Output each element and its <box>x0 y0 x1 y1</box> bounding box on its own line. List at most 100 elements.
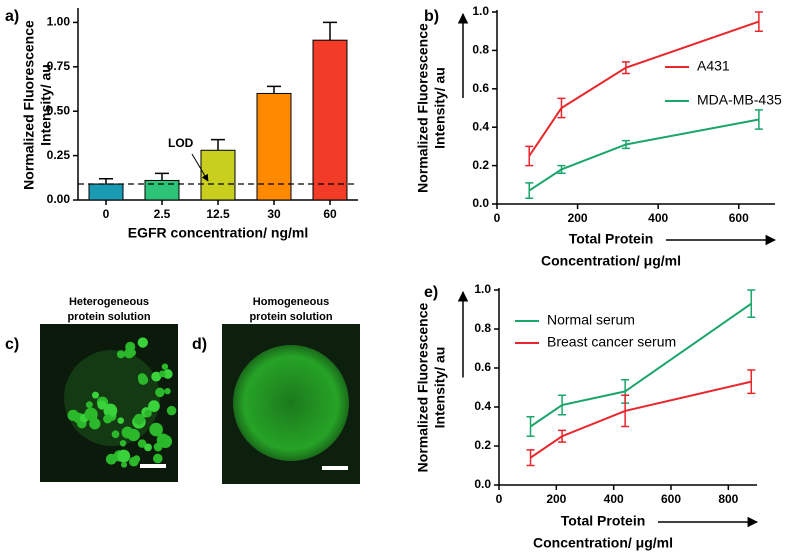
y-tick-label: 0.4 <box>472 119 489 133</box>
panel-label: e) <box>424 284 438 301</box>
bar <box>312 39 348 201</box>
aggregate <box>164 387 171 395</box>
aggregate <box>117 449 131 463</box>
bar <box>200 149 236 201</box>
aggregate <box>162 369 173 379</box>
aggregate <box>111 430 120 439</box>
x-tick-label: 2.5 <box>154 207 171 221</box>
x-tick-label: 400 <box>604 492 624 506</box>
series-line <box>529 302 752 428</box>
y-axis-label: Intensity/ au <box>38 64 54 146</box>
micrograph-heterogeneous <box>40 324 178 482</box>
x-axis-label: Concentration/ μg/ml <box>533 535 673 551</box>
legend-label: Normal serum <box>547 312 635 328</box>
y-tick-label: 1.0 <box>472 4 489 18</box>
scale-bar <box>140 464 166 468</box>
lod-arrow <box>191 153 209 182</box>
aggregate <box>148 400 160 412</box>
cell-outline <box>64 350 160 446</box>
error-bar <box>557 164 566 175</box>
error-bar <box>526 416 535 437</box>
x-axis-label: Total Protein <box>569 231 654 247</box>
aggregate <box>84 407 98 421</box>
aggregate <box>117 417 124 424</box>
bar <box>88 183 124 201</box>
error-bar <box>526 449 535 467</box>
x-tick-label: 600 <box>729 211 749 225</box>
error-bar <box>99 177 113 185</box>
error-bar <box>525 182 534 199</box>
y-tick-label: 0.2 <box>474 438 491 452</box>
aggregate <box>91 391 99 399</box>
series-line <box>529 380 752 459</box>
aggregate <box>155 387 165 398</box>
error-bar <box>211 138 225 151</box>
aggregate <box>137 373 147 382</box>
x-tick-label: 0 <box>103 207 110 221</box>
error-bar <box>754 11 763 32</box>
error-bar <box>323 21 337 41</box>
y-tick-label: 0.25 <box>47 148 71 162</box>
image-title: protein solution <box>67 311 150 323</box>
legend-label: A431 <box>697 58 730 74</box>
aggregate <box>89 418 101 430</box>
aggregate <box>121 461 128 468</box>
y-tick-label: 0.50 <box>47 103 71 117</box>
aggregate <box>67 409 79 421</box>
aggregate <box>156 433 170 447</box>
y-axis-label: Intensity/ au <box>432 347 448 429</box>
aggregate <box>144 443 152 452</box>
y-tick-label: 1.00 <box>47 15 71 29</box>
x-tick-label: 12.5 <box>206 207 230 221</box>
y-tick-label: 0.4 <box>474 399 491 413</box>
bar <box>256 92 292 201</box>
y-tick-label: 0.75 <box>47 59 71 73</box>
y-tick-label: 0.0 <box>474 477 491 491</box>
panel-label: a) <box>5 8 19 25</box>
aggregate <box>144 409 152 418</box>
y-tick-label: 0.6 <box>474 360 491 374</box>
bar <box>144 179 180 201</box>
y-tick-label: 0.0 <box>472 196 489 210</box>
x-tick-label: 600 <box>661 492 681 506</box>
error-bar <box>754 109 763 130</box>
aggregate <box>125 341 136 352</box>
x-tick-label: 400 <box>648 211 668 225</box>
panel-label: d) <box>192 336 207 353</box>
error-bar <box>558 429 567 443</box>
x-axis-label: Concentration/ μg/ml <box>541 253 681 269</box>
x-tick-label: 200 <box>546 492 566 506</box>
aggregate <box>161 363 169 370</box>
error-bar <box>621 394 630 428</box>
micrograph-homogeneous <box>222 324 360 484</box>
aggregate <box>119 439 127 447</box>
y-axis-label: Normalized Fluorescence <box>415 23 431 193</box>
aggregate <box>133 413 145 425</box>
legend-label: MDA-MB-435 <box>697 92 782 108</box>
panel-label: c) <box>5 336 19 353</box>
x-axis-label: EGFR concentration/ ng/ml <box>128 225 308 241</box>
aggregate <box>151 371 162 382</box>
aggregate <box>97 400 107 410</box>
x-tick-label: 60 <box>323 207 337 221</box>
y-tick-label: 0.00 <box>47 192 71 206</box>
lod-label: LOD <box>168 136 194 150</box>
aggregate <box>103 403 118 418</box>
x-tick-label: 200 <box>568 211 588 225</box>
error-bar <box>267 85 281 94</box>
panel-label: b) <box>424 8 439 25</box>
image-title: protein solution <box>249 311 332 323</box>
error-bar <box>621 139 630 150</box>
error-bar <box>747 289 756 319</box>
series-line <box>528 20 760 157</box>
error-bar <box>747 369 756 395</box>
x-tick-label: 800 <box>718 492 738 506</box>
x-tick-label: 0 <box>496 492 503 506</box>
aggregate <box>137 439 147 448</box>
y-axis-label: Normalized Fluorescence <box>21 20 37 190</box>
y-tick-label: 0.8 <box>472 43 489 57</box>
aggregate <box>85 401 93 409</box>
aggregate <box>158 370 166 378</box>
aggregate <box>166 405 177 416</box>
